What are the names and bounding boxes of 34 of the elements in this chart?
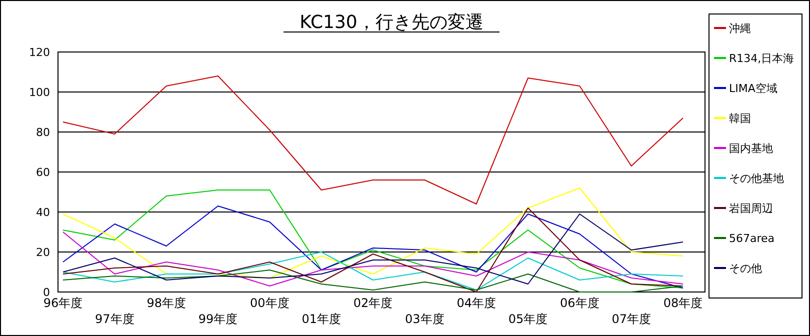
- legend-label: R134,日本海: [729, 52, 794, 65]
- legend-label: 沖縄: [729, 22, 751, 35]
- x-tick-label: 08年度: [663, 296, 703, 310]
- legend-label: その他: [729, 262, 762, 275]
- y-tick-label: 120: [29, 46, 50, 59]
- x-tick-label: 01年度: [302, 312, 341, 326]
- legend-label: 岩国周辺: [729, 202, 773, 215]
- legend-label: 567area: [729, 232, 775, 245]
- y-tick-label: 0: [43, 286, 50, 299]
- line-series: [62, 252, 684, 290]
- legend-label: 韓国: [729, 112, 751, 125]
- x-tick-label: 98年度: [146, 296, 186, 310]
- y-tick-label: 40: [36, 206, 50, 219]
- x-tick-label: 06年度: [560, 296, 600, 310]
- line-series: [62, 270, 684, 292]
- legend-label: 国内基地: [729, 142, 773, 155]
- line-series: [62, 76, 684, 204]
- y-tick-label: 60: [36, 166, 50, 179]
- line-series: [62, 232, 684, 286]
- x-tick-label: 07年度: [612, 312, 651, 326]
- y-tick-label: 100: [29, 86, 50, 99]
- x-tick-label: 03年度: [405, 312, 444, 326]
- chart-title: KC130，行き先の変遷: [300, 12, 484, 33]
- x-tick-label: 96年度: [43, 296, 83, 310]
- x-tick-label: 04年度: [456, 296, 496, 310]
- x-tick-label: 02年度: [353, 296, 393, 310]
- x-tick-label: 97年度: [95, 312, 134, 326]
- x-tick-label: 05年度: [508, 312, 548, 326]
- y-tick-label: 20: [36, 246, 50, 259]
- x-tick-label: 00年度: [250, 296, 290, 310]
- legend-label: その他基地: [729, 172, 784, 185]
- y-tick-label: 80: [36, 126, 50, 139]
- legend-label: LIMA空域: [729, 82, 778, 95]
- x-tick-label: 99年度: [198, 312, 238, 326]
